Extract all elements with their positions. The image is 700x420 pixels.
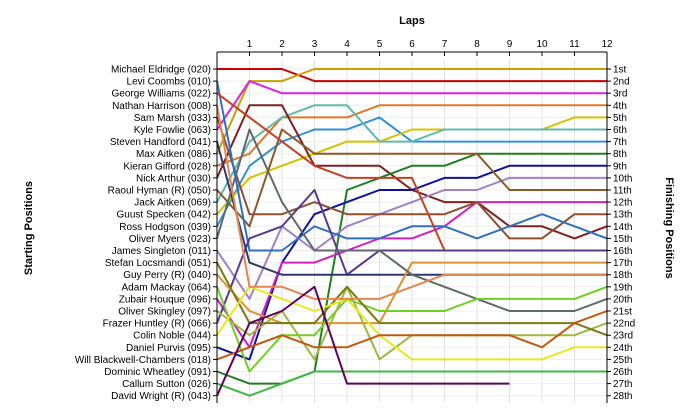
starting-position-label: Jack Aitken (069)	[134, 198, 211, 209]
series-line-2	[216, 68, 607, 155]
finishing-position-label: 3rd	[613, 89, 627, 100]
finishing-position-label: 27th	[613, 379, 632, 390]
finishing-position-label: 1st	[613, 65, 627, 76]
x-tick-label: 5	[377, 39, 383, 50]
starting-position-label: Michael Eldridge (020)	[111, 65, 211, 76]
starting-position-label: Sam Marsh (033)	[134, 113, 211, 124]
starting-position-label: Nathan Harrison (008)	[112, 101, 211, 112]
starting-position-label: Guust Specken (042)	[117, 210, 212, 221]
starting-position-label: Stefan Locsmandi (051)	[105, 258, 211, 269]
starting-position-label: Ross Hodgson (039)	[119, 222, 211, 233]
series-line-23	[216, 262, 608, 337]
starting-position-label: Dominic Wheatley (091)	[104, 367, 211, 378]
finishing-position-label: 24th	[613, 343, 632, 354]
finishing-position-label: 8th	[613, 149, 627, 160]
series-line-20	[216, 128, 608, 312]
x-tick-label: 7	[442, 39, 448, 50]
finishing-position-label: 4th	[613, 101, 627, 112]
finishing-position-label: 2nd	[613, 77, 630, 88]
starting-position-label: Raoul Hyman (R) (050)	[108, 186, 211, 197]
finishing-position-label: 20th	[613, 294, 632, 305]
starting-position-label: Levi Coombs (010)	[127, 77, 211, 88]
starting-position-label: David Wright (R) (043)	[111, 391, 211, 402]
series-line-1	[217, 68, 607, 83]
series-line-26	[216, 105, 607, 300]
starting-position-label: George Williams (022)	[112, 89, 211, 100]
finishing-position-label: 28th	[613, 391, 632, 402]
x-tick-label: 2	[279, 39, 285, 50]
series-line-14	[216, 117, 607, 240]
starting-position-label: Callum Sutton (026)	[122, 379, 211, 390]
starting-position-label: Nick Arthur (030)	[136, 173, 211, 184]
x-tick-label: 1	[247, 39, 253, 50]
finishing-position-label: 23rd	[613, 331, 633, 342]
finishing-position-label: 9th	[613, 161, 627, 172]
series-line-7	[216, 104, 607, 203]
y-axis-title-left: Starting Positions	[23, 181, 35, 275]
starting-position-label: Max Aitken (086)	[136, 149, 211, 160]
x-tick-label: 3	[312, 39, 318, 50]
starting-position-label: Frazer Huntley (R) (066)	[103, 319, 211, 330]
starting-position-label: James Singleton (011)	[112, 246, 211, 257]
x-tick-label: 8	[474, 39, 480, 50]
finishing-position-label: 13th	[613, 210, 632, 221]
finishing-position-label: 5th	[613, 113, 627, 124]
series-line-28	[216, 285, 510, 397]
series-line-27	[216, 370, 607, 397]
series-line-12	[216, 128, 607, 228]
starting-position-label: Will Blackwell-Chambers (018)	[75, 355, 211, 366]
series-line-25	[216, 310, 608, 361]
starting-position-label: Colin Noble (044)	[133, 331, 211, 342]
x-tick-label: 11	[569, 39, 580, 50]
finishing-position-label: 25th	[613, 355, 632, 366]
finishing-position-label: 21st	[613, 307, 632, 318]
series-line-17	[216, 189, 607, 324]
finishing-position-label: 22nd	[613, 319, 635, 330]
series-line-24	[216, 285, 607, 361]
starting-position-label: Kieran Gifford (028)	[123, 161, 211, 172]
finishing-position-label: 18th	[613, 270, 632, 281]
finishing-position-label: 16th	[613, 246, 632, 257]
starting-position-label: Steven Handford (041)	[110, 137, 211, 148]
finishing-position-label: 14th	[613, 222, 632, 233]
starting-position-label: Kyle Fowlie (063)	[134, 125, 211, 136]
finishing-position-label: 12th	[613, 198, 632, 209]
starting-position-label: Oliver Skingley (097)	[118, 307, 211, 318]
axes	[213, 51, 611, 403]
finishing-position-label: 17th	[613, 258, 632, 269]
series-line-3	[216, 80, 607, 131]
finishing-position-label: 15th	[613, 234, 632, 245]
series-lines	[216, 68, 608, 397]
finishing-position-label: 11th	[613, 186, 632, 197]
x-tick-label: 10	[536, 39, 548, 50]
starting-position-label: Guy Perry (R) (040)	[123, 270, 211, 281]
starting-position-label: Oliver Myers (023)	[129, 234, 211, 245]
x-tick-label: 4	[344, 39, 350, 50]
x-tick-label: 12	[601, 39, 613, 50]
series-line-15	[216, 80, 608, 252]
finishing-position-label: 6th	[613, 125, 627, 136]
y-axis-title-right: Finishing Positions	[663, 177, 675, 278]
starting-position-label: Adam Mackay (064)	[122, 282, 211, 293]
starting-position-label: Zubair Houque (096)	[119, 294, 211, 305]
finishing-position-label: 7th	[613, 137, 627, 148]
x-axis-title: Laps	[399, 15, 425, 27]
starting-position-label: Daniel Purvis (095)	[126, 343, 211, 354]
finishing-position-label: 19th	[613, 282, 632, 293]
series-line-13	[216, 201, 607, 349]
x-tick-label: 6	[409, 39, 415, 50]
x-tick-label: 9	[507, 39, 513, 50]
finishing-position-label: 10th	[613, 173, 632, 184]
finishing-position-label: 26th	[613, 367, 632, 378]
